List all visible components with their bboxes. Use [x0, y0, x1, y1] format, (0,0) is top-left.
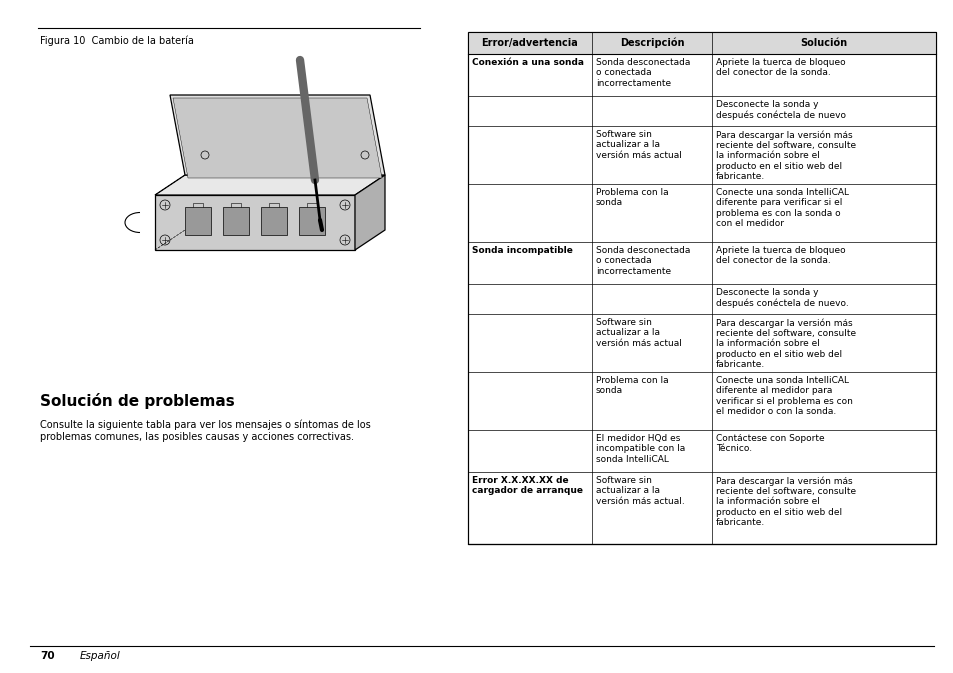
Text: Software sin
actualizar a la
versión más actual.: Software sin actualizar a la versión más… — [596, 476, 684, 506]
Text: Error X.X.XX.XX de
cargador de arranque: Error X.X.XX.XX de cargador de arranque — [472, 476, 582, 495]
Polygon shape — [154, 195, 355, 250]
Bar — [223, 207, 249, 235]
Text: Consulte la siguiente tabla para ver los mensajes o síntomas de los
problemas co: Consulte la siguiente tabla para ver los… — [40, 420, 371, 442]
Text: El medidor HQd es
incompatible con la
sonda IntelliCAL: El medidor HQd es incompatible con la so… — [596, 434, 684, 464]
Text: Español: Español — [80, 651, 121, 661]
Text: Solución de problemas: Solución de problemas — [40, 393, 234, 409]
Bar — [185, 207, 211, 235]
Text: Sonda desconectada
o conectada
incorrectamente: Sonda desconectada o conectada incorrect… — [596, 58, 690, 87]
Bar — [298, 207, 325, 235]
Text: Apriete la tuerca de bloqueo
del conector de la sonda.: Apriete la tuerca de bloqueo del conecto… — [716, 246, 844, 265]
Text: Software sin
actualizar a la
versión más actual: Software sin actualizar a la versión más… — [596, 318, 681, 348]
Bar — [269, 203, 278, 207]
Text: Figura 10  Cambio de la batería: Figura 10 Cambio de la batería — [40, 35, 193, 46]
Text: Desconecte la sonda y
después conéctela de nuevo: Desconecte la sonda y después conéctela … — [716, 100, 845, 120]
Text: Sonda desconectada
o conectada
incorrectamente: Sonda desconectada o conectada incorrect… — [596, 246, 690, 276]
Text: Contáctese con Soporte
Técnico.: Contáctese con Soporte Técnico. — [716, 434, 823, 454]
Text: Para descargar la versión más
reciente del software, consulte
la información sob: Para descargar la versión más reciente d… — [716, 130, 855, 181]
Polygon shape — [154, 175, 385, 195]
Text: 70: 70 — [40, 651, 54, 661]
Text: Conecte una sonda IntelliCAL
diferente para verificar si el
problema es con la s: Conecte una sonda IntelliCAL diferente p… — [716, 188, 848, 228]
Text: Apriete la tuerca de bloqueo
del conector de la sonda.: Apriete la tuerca de bloqueo del conecto… — [716, 58, 844, 77]
Bar — [231, 203, 241, 207]
Text: Solución: Solución — [800, 38, 846, 48]
Text: Para descargar la versión más
reciente del software, consulte
la información sob: Para descargar la versión más reciente d… — [716, 476, 855, 527]
Text: Error/advertencia: Error/advertencia — [481, 38, 578, 48]
Text: Conexión a una sonda: Conexión a una sonda — [472, 58, 583, 67]
Text: Problema con la
sonda: Problema con la sonda — [596, 376, 668, 396]
Bar — [468, 32, 935, 544]
Text: Software sin
actualizar a la
versión más actual: Software sin actualizar a la versión más… — [596, 130, 681, 160]
Text: Desconecte la sonda y
después conéctela de nuevo.: Desconecte la sonda y después conéctela … — [716, 288, 848, 308]
Bar — [307, 203, 316, 207]
Text: Para descargar la versión más
reciente del software, consulte
la información sob: Para descargar la versión más reciente d… — [716, 318, 855, 369]
Text: Problema con la
sonda: Problema con la sonda — [596, 188, 668, 207]
Text: Conecte una sonda IntelliCAL
diferente al medidor para
verificar si el problema : Conecte una sonda IntelliCAL diferente a… — [716, 376, 852, 416]
Polygon shape — [172, 98, 381, 178]
Polygon shape — [355, 175, 385, 250]
Bar — [468, 32, 935, 54]
Polygon shape — [170, 95, 385, 175]
Bar — [468, 32, 935, 544]
Text: Sonda incompatible: Sonda incompatible — [472, 246, 572, 255]
Bar — [261, 207, 287, 235]
Bar — [193, 203, 203, 207]
Text: Descripción: Descripción — [619, 38, 683, 48]
